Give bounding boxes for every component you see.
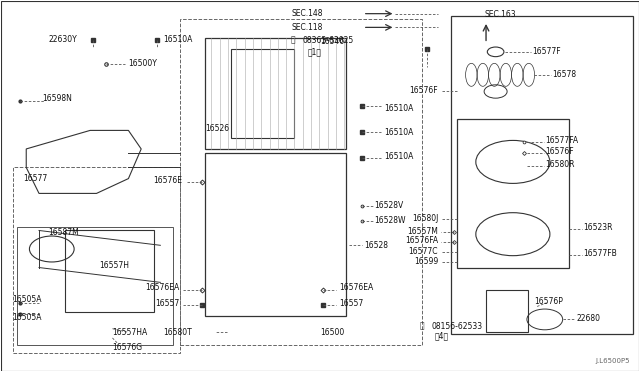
Text: 16580R: 16580R (545, 160, 574, 169)
Text: 16546: 16546 (320, 37, 344, 46)
Text: 16599: 16599 (414, 257, 438, 266)
Text: 16528V: 16528V (374, 201, 404, 210)
Text: 16576F: 16576F (410, 86, 438, 95)
Text: 16576EA: 16576EA (339, 283, 373, 292)
Text: SEC.163: SEC.163 (484, 10, 516, 19)
Text: 16576FA: 16576FA (405, 236, 438, 246)
Text: 16557HA: 16557HA (113, 328, 148, 337)
Text: 16577F: 16577F (532, 47, 561, 56)
Text: 16576P: 16576P (534, 297, 563, 306)
Text: 16557H: 16557H (100, 261, 130, 270)
Text: 16576EA: 16576EA (145, 283, 179, 292)
Text: 16580T: 16580T (164, 328, 192, 337)
Text: 16580J: 16580J (412, 214, 438, 223)
Text: 16576E: 16576E (154, 176, 182, 185)
Bar (486, 290, 527, 333)
Bar (205, 153, 346, 316)
Text: 16577: 16577 (23, 174, 47, 183)
Text: 16500: 16500 (320, 328, 344, 337)
Text: 16577C: 16577C (409, 247, 438, 256)
Text: SEC.148: SEC.148 (291, 9, 323, 18)
Text: 22680: 22680 (577, 314, 601, 323)
Text: 16510A: 16510A (384, 152, 413, 161)
Text: 16526: 16526 (205, 124, 229, 133)
Text: 08363-63025: 08363-63025 (302, 36, 353, 45)
Text: 16505A: 16505A (12, 313, 42, 322)
Text: 16510A: 16510A (164, 35, 193, 44)
Text: 08156-62533: 08156-62533 (431, 321, 483, 331)
Bar (451, 16, 633, 334)
Text: 16557: 16557 (339, 299, 364, 308)
Bar (230, 49, 294, 138)
Text: 16528: 16528 (365, 241, 388, 250)
Text: 16528W: 16528W (374, 216, 406, 225)
Bar (65, 231, 154, 312)
Text: 16510A: 16510A (384, 128, 413, 137)
Text: 16557: 16557 (156, 299, 179, 308)
Text: 16523R: 16523R (583, 223, 612, 232)
Text: 16577FB: 16577FB (583, 249, 617, 258)
Text: 16576G: 16576G (113, 343, 143, 352)
Text: Ⓑ: Ⓑ (420, 321, 424, 331)
Text: 16576F: 16576F (545, 147, 573, 156)
Text: （4）: （4） (435, 331, 449, 341)
Bar (17, 227, 173, 345)
Text: 16577FA: 16577FA (545, 136, 578, 145)
Text: 16578: 16578 (552, 70, 577, 79)
Bar (205, 38, 346, 149)
Text: 16587M: 16587M (49, 228, 79, 237)
Text: 16500Y: 16500Y (129, 59, 157, 68)
Text: 16557M: 16557M (407, 227, 438, 236)
Text: 16598N: 16598N (42, 94, 72, 103)
Bar (458, 119, 569, 267)
Text: 16510A: 16510A (384, 104, 413, 113)
Text: SEC.118: SEC.118 (291, 23, 323, 32)
Text: （1）: （1） (307, 47, 321, 56)
Text: 16505A: 16505A (12, 295, 42, 304)
Text: Ⓑ: Ⓑ (291, 36, 296, 45)
Text: 22630Y: 22630Y (49, 35, 77, 44)
Text: J.L6500P5: J.L6500P5 (595, 358, 630, 364)
